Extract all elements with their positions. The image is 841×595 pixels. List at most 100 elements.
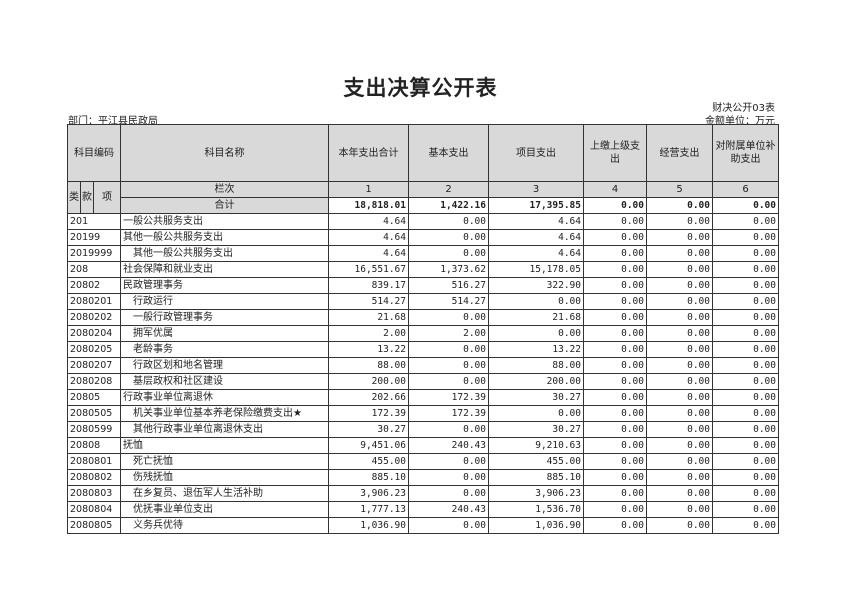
amount-cell: 0.00 (583, 229, 647, 246)
amount-cell: 0.00 (408, 309, 489, 326)
table-row: 20808 抚恤 9,451.06 240.43 9,210.63 0.00 0.00 0.0… (67, 437, 779, 454)
amount-cell: 455.00 (328, 453, 409, 470)
table-row: 2019999 其他一般公共服务支出 4.64 0.00 4.64 0.00 0.00 0.0… (67, 245, 779, 262)
amount-cell: 0.00 (712, 373, 779, 390)
amount-cell: 0.00 (646, 325, 713, 342)
amount-cell: 0.00 (583, 517, 647, 534)
table-row: 2080599 其他行政事业单位离退休支出 30.27 0.00 30.27 0.00 0.… (67, 421, 779, 438)
amount-cell: 88.00 (488, 357, 584, 374)
amount-cell: 0.00 (488, 293, 584, 310)
subject-code: 2080208 (67, 373, 121, 390)
header-kuan: 款 (80, 181, 94, 214)
amount-cell: 0.00 (712, 325, 779, 342)
table-row: 201 一般公共服务支出 4.64 0.00 4.64 0.00 0.00 0.00 (67, 213, 779, 230)
header-code: 科目编码 (67, 124, 121, 182)
amount-cell: 0.00 (488, 405, 584, 422)
amount-cell: 0.00 (583, 389, 647, 406)
subject-code: 2080801 (67, 453, 121, 470)
col-number: 4 (583, 181, 647, 198)
amount-cell: 0.00 (646, 293, 713, 310)
table-row: 2080803 在乡复员、退伍军人生活补助 3,906.23 0.00 3,906.23… (67, 485, 779, 502)
subject-code: 20802 (67, 277, 121, 294)
subject-name: 一般行政管理事务 (120, 309, 329, 326)
table-row: 20805 行政事业单位离退休 202.66 172.39 30.27 0.00 0.00 0… (67, 389, 779, 406)
amount-cell: 172.39 (408, 389, 489, 406)
subject-name: 社会保障和就业支出 (120, 261, 329, 278)
amount-cell: 13.22 (328, 341, 409, 358)
amount-cell: 0.00 (583, 293, 647, 310)
subject-code: 20808 (67, 437, 121, 454)
amount-cell: 0.00 (408, 213, 489, 230)
amount-cell: 4.64 (328, 245, 409, 262)
subject-code: 2080802 (67, 469, 121, 486)
subject-code: 2080505 (67, 405, 121, 422)
amount-cell: 0.00 (583, 501, 647, 518)
amount-unit: 金额单位：万元 (705, 116, 775, 127)
subject-name: 行政运行 (120, 293, 329, 310)
header-lei: 类 (67, 181, 81, 214)
table-row: 2080208 基层政权和社区建设 200.00 0.00 200.00 0.00 0.00… (67, 373, 779, 390)
subject-code: 208 (67, 261, 121, 278)
amount-cell: 13.22 (488, 341, 584, 358)
subject-code: 2080599 (67, 421, 121, 438)
amount-cell: 0.00 (646, 229, 713, 246)
amount-cell: 15,178.05 (488, 261, 584, 278)
amount-cell: 0.00 (712, 229, 779, 246)
amount-cell: 885.10 (328, 469, 409, 486)
amount-cell: 0.00 (408, 485, 489, 502)
amount-cell: 0.00 (408, 421, 489, 438)
amount-cell: 0.00 (646, 485, 713, 502)
amount-cell: 3,906.23 (488, 485, 584, 502)
table-row: 208 社会保障和就业支出 16,551.67 1,373.62 15,178.05 0.… (67, 261, 779, 278)
amount-cell: 0.00 (712, 357, 779, 374)
subject-name: 其他行政事业单位离退休支出 (120, 421, 329, 438)
amount-cell: 0.00 (646, 261, 713, 278)
amount-cell: 514.27 (328, 293, 409, 310)
amount-cell: 0.00 (646, 389, 713, 406)
amount-cell: 0.00 (646, 357, 713, 374)
amount-cell: 0.00 (583, 357, 647, 374)
subject-name: 伤残抚恤 (120, 469, 329, 486)
amount-cell: 0.00 (408, 517, 489, 534)
amount-cell: 4.64 (488, 229, 584, 246)
amount-cell: 0.00 (583, 421, 647, 438)
lanci-label: 栏次 (120, 181, 329, 198)
col-number: 5 (646, 181, 713, 198)
amount-cell: 2.00 (408, 325, 489, 342)
subject-code: 2080201 (67, 293, 121, 310)
amount-cell: 0.00 (408, 453, 489, 470)
subject-code: 2080204 (67, 325, 121, 342)
col-number: 3 (488, 181, 584, 198)
amount-cell: 0.00 (712, 421, 779, 438)
amount-cell: 885.10 (488, 469, 584, 486)
subject-code: 2019999 (67, 245, 121, 262)
amount-cell: 0.00 (583, 469, 647, 486)
amount-cell: 0.00 (408, 469, 489, 486)
header-col-1: 本年支出合计 (328, 124, 409, 182)
total-label: 合计 (120, 197, 329, 214)
amount-cell: 516.27 (408, 277, 489, 294)
col-number: 2 (408, 181, 489, 198)
amount-cell: 0.00 (712, 341, 779, 358)
amount-cell: 0.00 (712, 485, 779, 502)
subject-code: 2080207 (67, 357, 121, 374)
amount-cell: 0.00 (646, 501, 713, 518)
amount-cell: 0.00 (712, 245, 779, 262)
col-number: 1 (328, 181, 409, 198)
amount-cell: 839.17 (328, 277, 409, 294)
amount-cell: 0.00 (646, 517, 713, 534)
amount-cell: 0.00 (583, 453, 647, 470)
subject-code: 2080803 (67, 485, 121, 502)
header-xiang: 项 (93, 181, 121, 214)
form-number: 财决公开03表 (712, 103, 775, 114)
amount-cell: 0.00 (712, 293, 779, 310)
subject-name: 拥军优属 (120, 325, 329, 342)
total-row: 合计 18,818.01 1,422.16 17,395.85 0.00 0.0… (68, 197, 779, 214)
table-row: 2080505 机关事业单位基本养老保险缴费支出★ 172.39 172.39 0.00… (67, 405, 779, 422)
department-label: 部门：平江县民政局 (68, 116, 158, 127)
table-row: 20199 其他一般公共服务支出 4.64 0.00 4.64 0.00 0.00 0.00 (67, 229, 779, 246)
amount-cell: 0.00 (583, 213, 647, 230)
header-col-3: 项目支出 (488, 124, 584, 182)
amount-cell: 0.00 (646, 405, 713, 422)
amount-cell: 0.00 (712, 517, 779, 534)
